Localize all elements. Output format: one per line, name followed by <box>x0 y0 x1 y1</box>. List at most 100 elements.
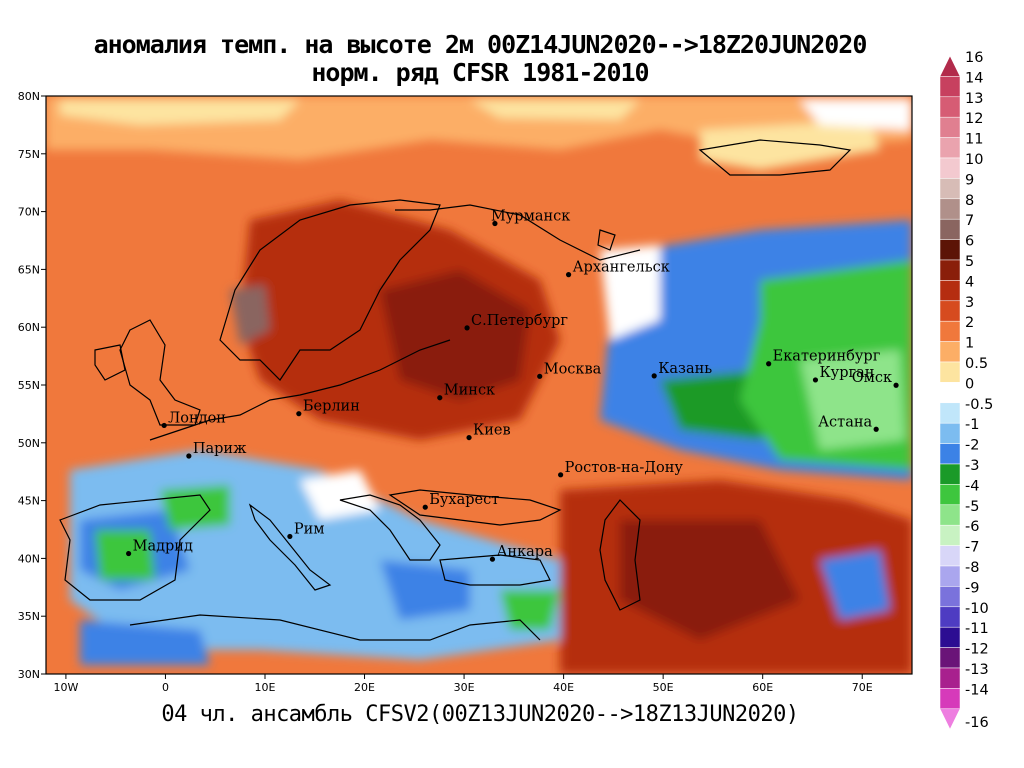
lon-tick-label: 10W <box>53 681 78 694</box>
colorbar-swatch <box>939 300 961 322</box>
colorbar-swatch <box>939 76 961 98</box>
colorbar-swatch <box>939 708 961 730</box>
lon-tick-label: 50E <box>653 681 674 694</box>
city-dot <box>537 373 543 379</box>
city-label: Омск <box>852 370 892 386</box>
colorbar-label: 2 <box>965 315 974 331</box>
colorbar-label: -11 <box>965 621 989 637</box>
colorbar-swatch <box>939 198 961 220</box>
colorbar-swatch <box>939 116 961 138</box>
colorbar-label: 14 <box>965 70 983 86</box>
colorbar-swatch <box>939 320 961 342</box>
colorbar-label: -3 <box>965 458 979 474</box>
lat-tick-label: 75N <box>18 148 40 161</box>
colorbar-swatch <box>939 361 961 383</box>
colorbar-swatch <box>939 586 961 608</box>
lat-tick-label: 50N <box>18 437 40 450</box>
city-dot <box>161 422 167 429</box>
lat-tick-label: 40N <box>18 552 40 565</box>
lat-tick-label: 45N <box>18 495 40 508</box>
city-dot <box>422 504 428 510</box>
city-label: Лондон <box>168 410 226 426</box>
colorbar-swatch <box>939 402 961 424</box>
city-dot <box>873 426 879 432</box>
colorbar-swatch <box>939 259 961 281</box>
colorbar-label: -2 <box>965 438 979 454</box>
city-label: Москва <box>544 361 602 377</box>
city-dot <box>466 434 472 441</box>
colorbar-label: 11 <box>965 132 983 148</box>
map-subtitle: норм. ряд CFSR 1981-2010 <box>311 58 649 87</box>
colorbar-swatch <box>939 463 961 485</box>
colorbar-label: -9 <box>965 580 979 596</box>
lon-tick-label: 30E <box>454 681 475 694</box>
colorbar-swatch <box>939 443 961 465</box>
city-dot <box>126 550 132 557</box>
colorbar-swatch <box>939 688 961 710</box>
city-dot <box>489 556 496 562</box>
lat-tick-label: 55N <box>18 379 40 392</box>
lon-tick-label: 70E <box>852 681 873 694</box>
city-label: Минск <box>444 383 495 399</box>
colorbar-label: 13 <box>965 91 983 107</box>
lat-tick-label: 65N <box>18 263 40 276</box>
colorbar-swatch <box>939 484 961 506</box>
lat-tick-label: 80N <box>18 90 40 103</box>
city-label: Берлин <box>303 399 360 415</box>
colorbar-label: -16 <box>965 715 989 731</box>
colorbar-swatch <box>939 504 961 526</box>
city-label: Казань <box>658 361 712 377</box>
colorbar-swatch <box>939 667 961 689</box>
colorbar-label: 12 <box>965 111 983 127</box>
city-label: Астана <box>818 414 872 430</box>
lon-tick-label: 0 <box>162 681 169 694</box>
city-label: Париж <box>193 441 247 457</box>
colorbar-swatch <box>939 341 961 363</box>
colorbar-swatch <box>939 382 961 404</box>
city-label: Мадрид <box>133 539 193 555</box>
city-dot <box>287 533 293 540</box>
colorbar-label: 4 <box>965 274 974 290</box>
city-dot <box>296 411 302 417</box>
city-label: Рим <box>294 521 325 537</box>
city-dot <box>812 377 819 383</box>
lon-tick-label: 20E <box>354 681 375 694</box>
colorbar-swatch <box>939 55 961 77</box>
colorbar-label: -1 <box>965 417 979 433</box>
colorbar-label: 10 <box>965 152 983 168</box>
city-dot <box>893 382 899 388</box>
colorbar-swatch <box>939 96 961 118</box>
colorbar-label: 7 <box>965 213 974 229</box>
colorbar-label: -10 <box>965 601 989 617</box>
colorbar-swatch <box>939 647 961 669</box>
city-label: Анкара <box>496 544 553 560</box>
colorbar-swatch <box>939 137 961 159</box>
lon-tick-label: 10E <box>255 681 276 694</box>
colorbar-label: -8 <box>965 560 979 576</box>
lat-tick-label: 30N <box>18 668 40 681</box>
colorbar-swatch <box>939 545 961 567</box>
colorbar-swatch <box>939 422 961 444</box>
colorbar-label: -13 <box>965 662 989 678</box>
city-label: Ростов-на-Дону <box>565 460 684 476</box>
lat-tick-label: 60N <box>18 321 40 334</box>
colorbar-swatch <box>939 280 961 302</box>
colorbar-label: -6 <box>965 519 979 535</box>
city-label: Бухарест <box>429 492 499 508</box>
colorbar-label: 5 <box>965 254 974 270</box>
city-label: Мурманск <box>491 209 570 225</box>
colorbar-swatch <box>939 565 961 587</box>
city-dot <box>464 325 470 331</box>
city-dot <box>186 453 192 459</box>
colorbar-label: 0 <box>965 376 974 392</box>
colorbar-label: 1 <box>965 336 974 352</box>
city-label: С.Петербург <box>471 313 568 329</box>
colorbar-swatch <box>939 239 961 261</box>
colorbar-swatch <box>939 157 961 179</box>
colorbar-label: -5 <box>965 499 979 515</box>
temperature-field <box>46 96 912 674</box>
longitude-axis: 10W 0 10E 20E 30E 40E 50E 60E 70E <box>53 674 873 694</box>
colorbar-swatch <box>939 626 961 648</box>
colorbar-label: 9 <box>965 172 974 188</box>
